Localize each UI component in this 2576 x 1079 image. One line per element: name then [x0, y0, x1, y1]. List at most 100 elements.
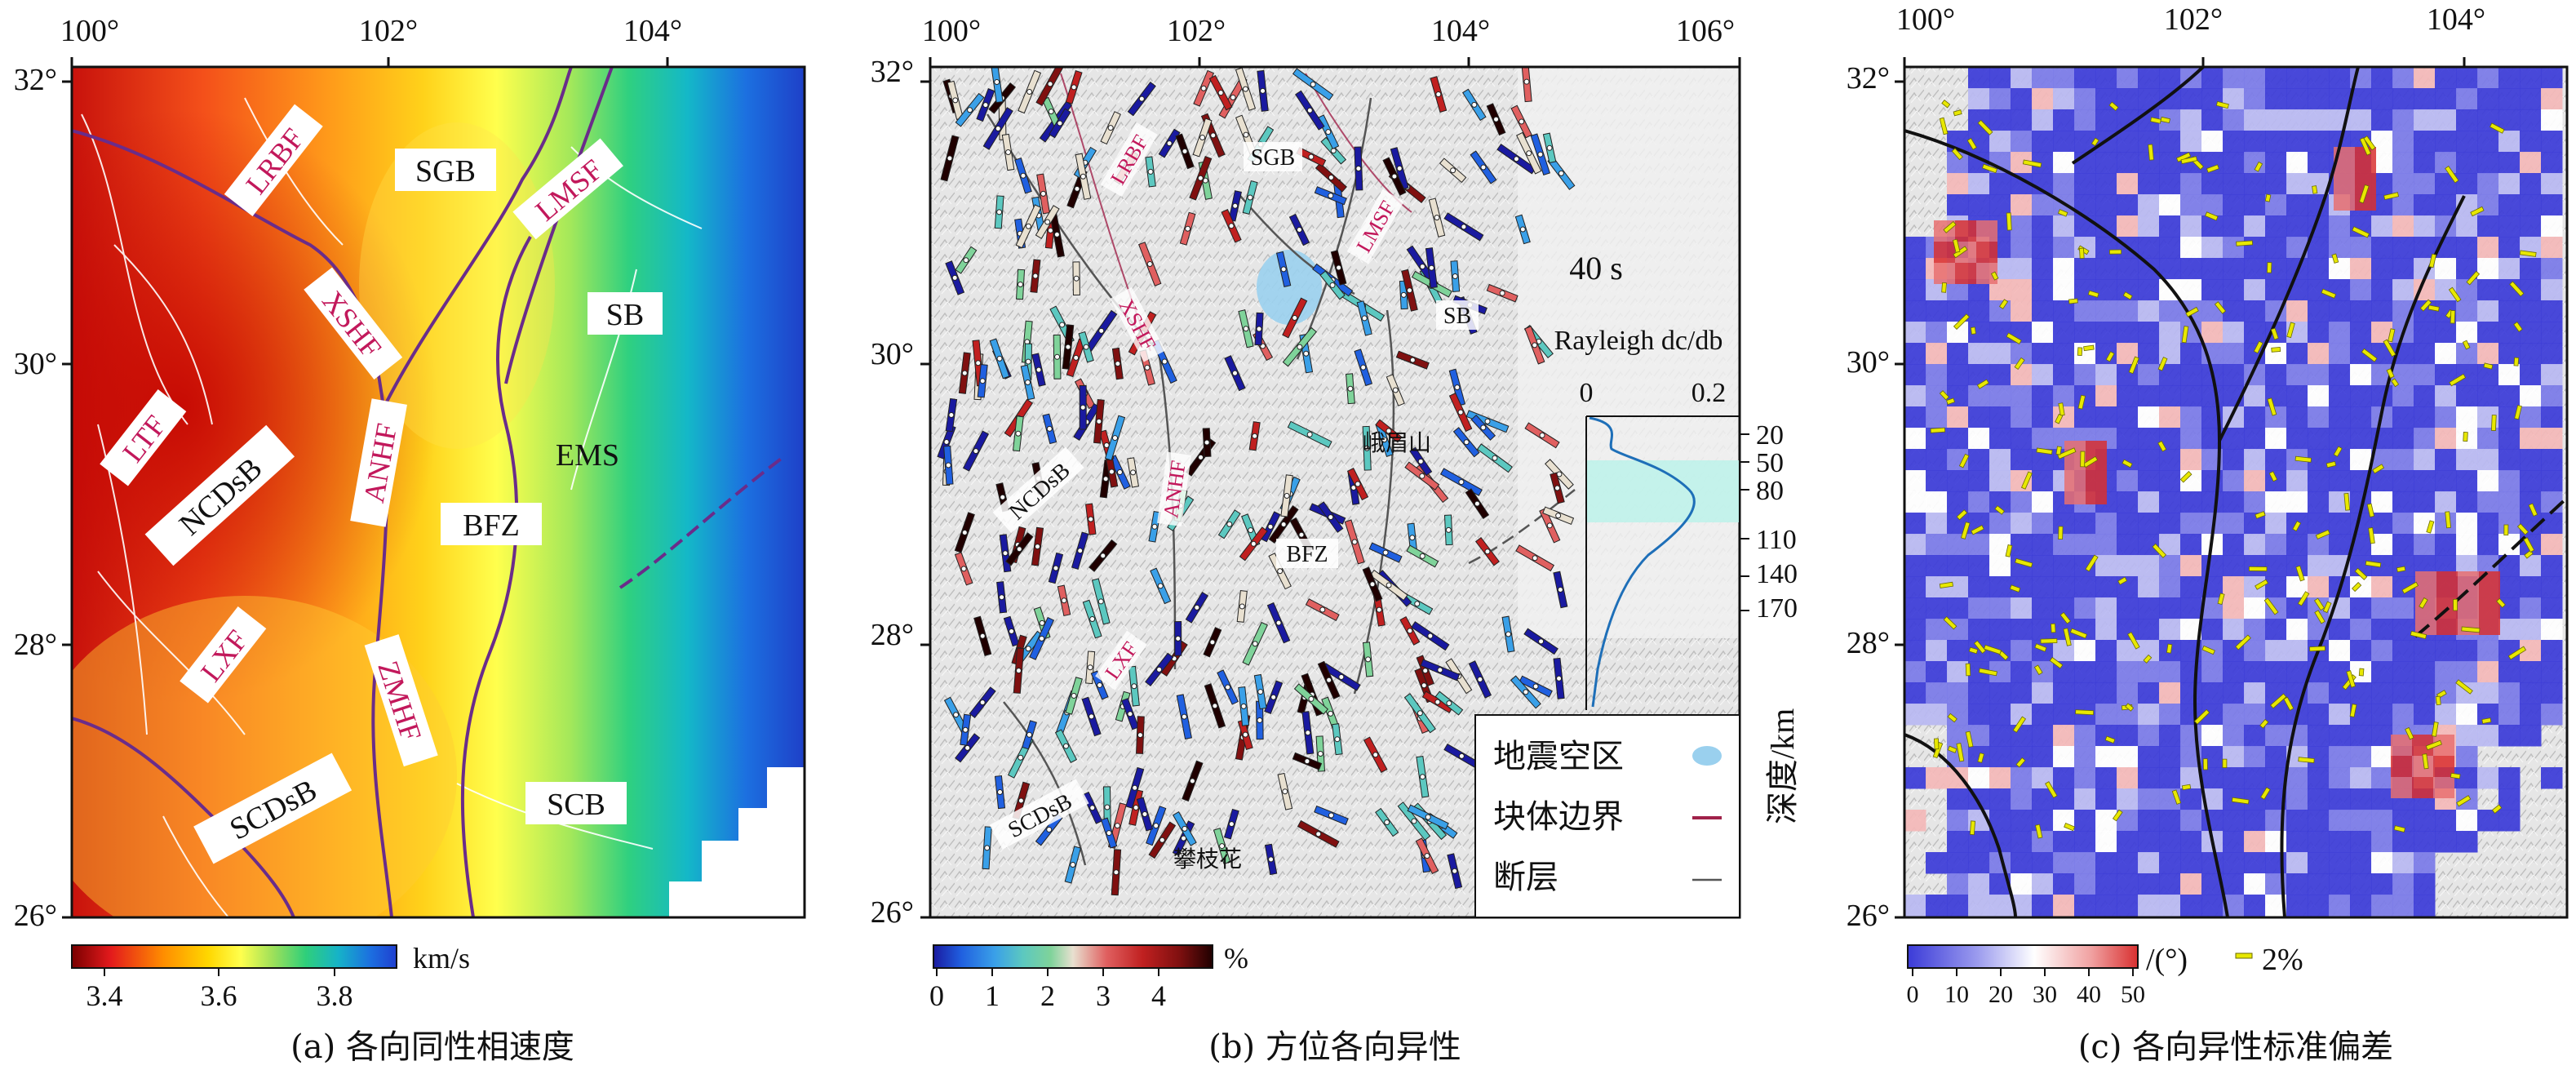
std-dev-cell — [2095, 661, 2117, 683]
station-dot — [1219, 843, 1226, 850]
station-dot — [1338, 673, 1345, 680]
scale-bar — [2214, 301, 2227, 314]
station-dot — [1133, 805, 1139, 811]
std-dev-cell — [2011, 300, 2033, 322]
std-dev-cell — [2308, 406, 2330, 428]
std-dev-cell — [2138, 555, 2160, 577]
station-dot — [1407, 628, 1413, 634]
std-dev-cell — [2138, 385, 2160, 407]
panel-b: 100° 102° 104° 106° 32° 30° 28° 26° LRBF… — [871, 14, 1801, 1066]
station-dot — [1277, 568, 1284, 575]
station-dot — [1048, 109, 1054, 115]
std-dev-cell — [2180, 576, 2202, 598]
station-dot — [1018, 754, 1024, 761]
scale-bar — [2217, 593, 2225, 606]
std-dev-cell — [2392, 534, 2414, 556]
std-dev-cell — [2541, 173, 2563, 195]
scale-bar — [2009, 584, 2021, 593]
std-dev-cell — [2414, 810, 2436, 832]
lon-tick-102: 102° — [1167, 14, 1226, 48]
station-dot — [947, 155, 953, 162]
std-dev-cell — [2201, 619, 2224, 641]
std-dev-cell — [2520, 619, 2542, 641]
station-dot — [1452, 868, 1458, 874]
scale-bar — [2470, 206, 2485, 217]
station-dot — [1039, 635, 1045, 642]
station-dot — [1138, 95, 1145, 102]
scale-bar — [2331, 253, 2339, 264]
std-dev-cell — [2032, 576, 2054, 598]
station-dot — [1156, 666, 1163, 673]
std-dev-cell — [2074, 852, 2096, 874]
std-dev-cell — [2138, 597, 2160, 619]
std-dev-cell — [2265, 576, 2287, 598]
std-dev-cell — [1989, 173, 2011, 195]
lat-tick-32: 32° — [14, 63, 57, 97]
std-dev-cell — [2371, 258, 2393, 280]
caption-a: (a) 各向同性相速度 — [290, 1028, 574, 1066]
scale-bar — [2181, 326, 2189, 344]
station-dot — [1025, 379, 1031, 385]
scale-bar — [2401, 581, 2419, 594]
std-dev-cell — [2011, 767, 2033, 789]
block-label-sgb: SGB — [415, 154, 476, 189]
station-dot — [1247, 194, 1253, 201]
std-dev-cell — [2541, 576, 2563, 598]
station-dot — [1308, 153, 1315, 160]
std-dev-cell — [1989, 131, 2011, 153]
std-dev-cell-high — [2412, 756, 2433, 777]
std-dev-cell — [2117, 555, 2139, 577]
station-dot — [1114, 823, 1120, 829]
station-dot — [967, 107, 973, 113]
std-dev-cell — [2159, 810, 2181, 832]
station-dot — [1474, 500, 1480, 507]
std-dev-cell — [2308, 322, 2330, 344]
std-dev-cell — [2392, 237, 2414, 259]
std-dev-cell — [2201, 279, 2224, 301]
std-dev-cell — [2138, 810, 2160, 832]
std-dev-cell — [2435, 704, 2457, 726]
std-dev-cell — [1904, 385, 1926, 407]
std-dev-cell — [2286, 640, 2308, 662]
std-dev-cell — [1947, 788, 1969, 810]
std-dev-cell — [2032, 704, 2054, 726]
scale-bar — [2366, 503, 2375, 517]
std-dev-cell — [2520, 258, 2542, 280]
std-dev-cell — [2329, 704, 2351, 726]
station-dot — [1009, 628, 1015, 634]
std-dev-cell — [2371, 576, 2393, 598]
scale-bar — [2022, 159, 2042, 168]
std-dev-cell — [2201, 131, 2224, 153]
scale-bar — [2490, 122, 2505, 134]
station-dot — [1257, 717, 1263, 723]
scale-bar — [1966, 137, 1977, 150]
std-dev-cell — [2244, 534, 2266, 556]
scale-bar — [2215, 100, 2229, 109]
std-dev-cell — [2117, 322, 2139, 344]
std-dev-cell — [2308, 470, 2330, 492]
station-dot — [1232, 202, 1239, 209]
std-dev-cell — [2541, 194, 2563, 216]
scale-bar — [2343, 492, 2351, 511]
std-dev-cell — [2138, 661, 2160, 683]
std-dev-cell — [1904, 513, 1926, 535]
scale-bar — [2349, 704, 2357, 717]
std-dev-cell — [2265, 470, 2287, 492]
std-dev-cell — [2095, 597, 2117, 619]
std-dev-cell — [1904, 810, 1926, 832]
std-dev-cell — [2541, 237, 2563, 259]
std-dev-cell — [2477, 470, 2499, 492]
scale-bar — [2006, 212, 2012, 231]
std-dev-cell — [1968, 67, 1990, 89]
std-dev-cell — [2032, 215, 2054, 238]
std-dev-cell — [1989, 428, 2011, 450]
std-dev-cell — [2265, 109, 2287, 131]
std-dev-cell — [2329, 343, 2351, 365]
std-dev-cell — [1968, 576, 1990, 598]
station-dot — [1107, 125, 1114, 131]
scale-bar — [2450, 310, 2456, 324]
std-dev-cell-high — [2433, 756, 2454, 777]
std-dev-cell — [2477, 322, 2499, 344]
lat-tick-32: 32° — [871, 55, 914, 89]
std-dev-cell — [2541, 513, 2563, 535]
